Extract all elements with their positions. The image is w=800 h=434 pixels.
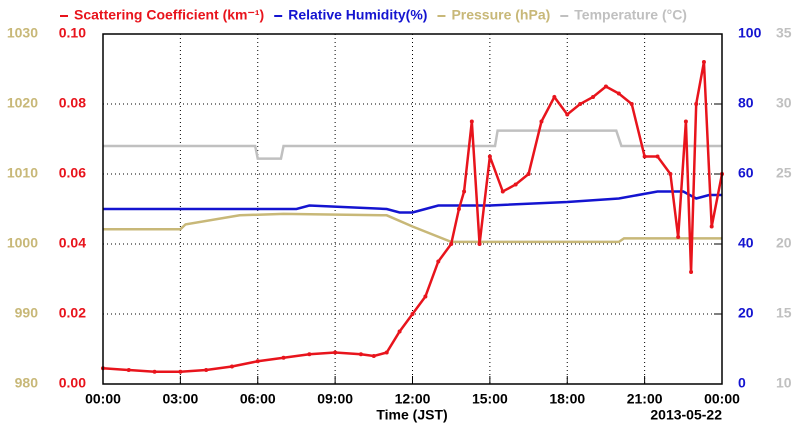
data-point	[642, 154, 647, 159]
x-tick-label: 12:00	[395, 391, 431, 407]
y4-tick-label: 30	[776, 95, 792, 111]
x-tick-label: 06:00	[240, 391, 276, 407]
y3-tick-label: 980	[15, 375, 39, 391]
data-point	[384, 350, 389, 355]
plot-frame	[102, 33, 723, 385]
legend-label: Temperature (°C)	[574, 7, 687, 23]
data-point	[603, 84, 608, 89]
data-point	[616, 91, 621, 96]
data-point	[307, 352, 312, 357]
y3-tick-label: 1030	[7, 25, 38, 41]
data-point	[204, 368, 209, 372]
y3-tick-label: 1000	[7, 235, 38, 251]
y3-tick-label: 990	[15, 305, 39, 321]
y2-tick-label: 60	[738, 165, 754, 181]
y-tick-label: 0.10	[59, 25, 86, 41]
y-tick-label: 0.02	[59, 305, 86, 321]
y-tick-label: 0.04	[59, 235, 86, 251]
data-point	[371, 354, 376, 358]
legend-label: Relative Humidity(%)	[288, 7, 427, 23]
data-point	[358, 352, 363, 357]
series-line	[103, 212, 722, 244]
legend-label: Scattering Coefficient (km⁻¹)	[74, 7, 264, 23]
data-point	[709, 224, 714, 229]
y2-tick-label: 0	[738, 375, 746, 391]
data-point	[676, 235, 681, 239]
data-point	[229, 364, 234, 369]
series-line	[103, 190, 722, 214]
data-point	[539, 119, 544, 124]
y4-tick-label: 25	[776, 165, 792, 181]
data-point	[591, 95, 596, 99]
data-point	[694, 102, 699, 106]
y4-tick-label: 15	[776, 305, 792, 321]
x-tick-label: 03:00	[162, 391, 198, 407]
x-tick-label: 09:00	[317, 391, 353, 407]
data-point	[552, 95, 557, 99]
y4-tick-label: 10	[776, 375, 792, 391]
y3-tick-label: 1010	[7, 165, 38, 181]
y4-tick-label: 20	[776, 235, 792, 251]
data-point	[178, 369, 183, 374]
x-tick-label: 00:00	[704, 391, 740, 407]
data-point	[255, 359, 260, 364]
data-point	[565, 112, 570, 117]
data-point	[578, 102, 583, 106]
legend-label: Pressure (hPa)	[451, 7, 550, 23]
data-point	[152, 369, 157, 374]
data-point	[689, 270, 694, 274]
x-tick-label: 15:00	[472, 391, 508, 407]
y2-tick-label: 40	[738, 235, 754, 251]
y4-tick-label: 35	[776, 25, 792, 41]
y-tick-label: 0.08	[59, 95, 86, 111]
data-point	[126, 368, 131, 372]
data-point	[701, 60, 706, 64]
data-point	[500, 189, 505, 194]
data-point	[281, 355, 286, 360]
data-point	[477, 242, 482, 246]
data-point	[410, 312, 415, 316]
data-point	[397, 329, 402, 334]
data-point	[629, 102, 634, 106]
data-point	[462, 189, 467, 194]
data-point	[526, 172, 531, 176]
data-point	[423, 294, 428, 299]
y3-tick-label: 1020	[7, 95, 38, 111]
data-point	[436, 259, 441, 264]
series-line	[102, 61, 724, 373]
data-point	[449, 242, 454, 246]
data-point	[668, 172, 673, 176]
data-point	[487, 154, 492, 159]
y2-tick-label: 20	[738, 305, 754, 321]
y-tick-label: 0.00	[59, 375, 86, 391]
date-annotation: 2013-05-22	[650, 407, 722, 423]
data-point	[456, 207, 461, 211]
x-tick-label: 00:00	[85, 391, 121, 407]
data-point	[333, 350, 338, 355]
data-point	[683, 119, 688, 124]
y2-tick-label: 100	[738, 25, 762, 41]
data-point	[513, 182, 518, 187]
x-tick-label: 18:00	[549, 391, 585, 407]
x-tick-label: 21:00	[627, 391, 663, 407]
x-axis-label: Time (JST)	[376, 407, 447, 423]
y-tick-label: 0.06	[59, 165, 86, 181]
series-line	[103, 129, 722, 160]
y2-tick-label: 80	[738, 95, 754, 111]
data-point	[469, 119, 474, 124]
data-point	[655, 154, 660, 159]
